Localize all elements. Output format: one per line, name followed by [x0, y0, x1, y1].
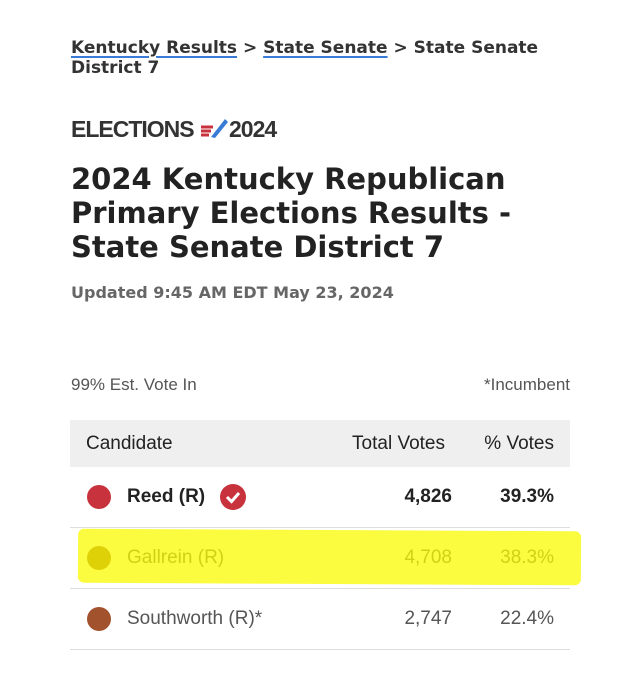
- candidate-row: Reed (R) 4,826 39.3%: [70, 467, 570, 528]
- header-cell: Total Votes: [352, 432, 445, 454]
- breadcrumb-link[interactable]: Kentucky Results: [71, 38, 238, 58]
- party-dot: [87, 485, 111, 509]
- page-title: 2024 Kentucky Republican Primary Electio…: [71, 162, 512, 264]
- logo-year: 2024: [229, 116, 277, 142]
- header-cell: % Votes: [484, 432, 554, 454]
- breadcrumb: Kentucky Results > State Senate > State …: [71, 38, 571, 78]
- pct-votes: 22.4%: [500, 608, 554, 629]
- breadcrumb-current: State Senate District 7: [71, 38, 539, 78]
- logo-icon: [201, 119, 229, 138]
- logo-word: ELECTIONS: [71, 116, 195, 142]
- header-cell: Candidate: [86, 432, 173, 454]
- candidate-name: Reed (R): [127, 486, 206, 507]
- vote-in: 99% Est. Vote In: [71, 375, 197, 394]
- total-votes: 4,826: [404, 486, 452, 507]
- breadcrumb-link[interactable]: State Senate: [263, 38, 388, 58]
- candidate-name: Southworth (R)*: [127, 608, 263, 629]
- party-dot: [87, 607, 111, 631]
- total-votes: 2,747: [404, 608, 452, 629]
- table-header: Candidate Total Votes % Votes: [70, 420, 570, 467]
- pct-votes: 39.3%: [500, 486, 554, 507]
- highlighter: [77, 528, 582, 586]
- updated-time: Updated 9:45 AM EDT May 23, 2024: [71, 283, 394, 302]
- candidate-row: Southworth (R)* 2,747 22.4%: [70, 589, 570, 650]
- elections-logo: ELECTIONS 2024: [71, 116, 277, 143]
- incumbent-note: *Incumbent: [484, 375, 570, 394]
- breadcrumb-separator: >: [393, 38, 408, 58]
- breadcrumb-separator: >: [242, 38, 258, 58]
- winner-check: [220, 484, 246, 510]
